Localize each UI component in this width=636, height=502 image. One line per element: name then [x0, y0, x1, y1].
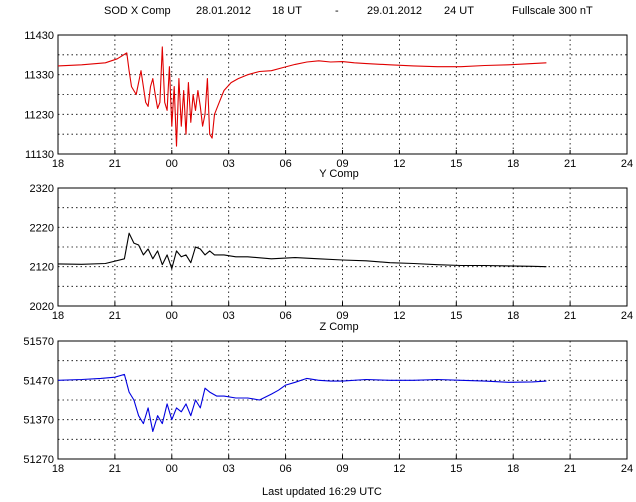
- x-x-tick-label: 03: [223, 158, 235, 170]
- x-component-line: [57, 46, 547, 147]
- y-x-tick-label: 00: [166, 310, 178, 322]
- x-x-tick-label: 06: [279, 158, 291, 170]
- y-y-tick-label: 2120: [30, 262, 54, 274]
- z-x-tick-label: 18: [52, 463, 64, 475]
- z-x-tick-label: 18: [507, 463, 519, 475]
- y-x-tick-label: 24: [621, 310, 633, 322]
- y-component-panel: 18 21 00 03 06 09 12 15 18 21 24 2020 2120 2220 2320 Y …: [30, 168, 634, 322]
- x-y-tick-label: 11230: [24, 109, 54, 121]
- z-x-tick-label: 12: [393, 463, 405, 475]
- x-x-tick-label: 12: [393, 158, 405, 170]
- y-x-tick-label: 03: [223, 310, 235, 322]
- x-x-tick-label: 24: [621, 158, 633, 170]
- z-y-tick-label: 51270: [23, 454, 54, 466]
- x-y-tick-label: 11330: [24, 70, 54, 82]
- z-x-tick-label: 24: [621, 463, 633, 475]
- z-x-tick-label: 09: [336, 463, 348, 475]
- z-component-line: [57, 373, 547, 433]
- z-panel-title: Z Comp: [319, 321, 358, 333]
- header-end-date: 29.01.2012: [367, 5, 422, 17]
- x-x-tick-label: 18: [52, 158, 64, 170]
- y-x-tick-label: 18: [52, 310, 64, 322]
- x-y-tick-label: 11430: [24, 30, 54, 42]
- z-x-tick-label: 03: [223, 463, 235, 475]
- y-x-tick-label: 06: [279, 310, 291, 322]
- x-x-tick-label: 21: [109, 158, 121, 170]
- x-x-tick-label: 09: [336, 158, 348, 170]
- header-start-hour: 18 UT: [272, 5, 302, 17]
- y-x-tick-label: 15: [450, 310, 462, 322]
- y-y-tick-label: 2320: [30, 183, 54, 195]
- y-x-tick-label: 18: [507, 310, 519, 322]
- header-start-date: 28.01.2012: [196, 5, 251, 17]
- y-x-tick-label: 12: [393, 310, 405, 322]
- z-component-panel: 18 21 00 03 06 09 12 15 18 21 24 51270 51370 51470 515…: [23, 321, 633, 475]
- z-x-tick-label: 21: [564, 463, 576, 475]
- header-end-hour: 24 UT: [444, 5, 474, 17]
- header-station: SOD X Comp: [104, 5, 171, 17]
- x-x-tick-label: 00: [166, 158, 178, 170]
- y-x-tick-label: 09: [336, 310, 348, 322]
- x-component-panel: 18 21 00 03 06 09 12 15 18 21 24 11130 11230 11330 114…: [24, 30, 633, 170]
- z-y-tick-label: 51370: [23, 415, 54, 427]
- x-x-tick-label: 18: [507, 158, 519, 170]
- y-x-tick-label: 21: [564, 310, 576, 322]
- y-x-tick-label: 21: [109, 310, 121, 322]
- z-x-tick-label: 06: [279, 463, 291, 475]
- y-panel-title: Y Comp: [319, 168, 359, 180]
- z-x-tick-label: 21: [109, 463, 121, 475]
- z-y-tick-label: 51470: [23, 375, 54, 387]
- y-component-line: [57, 232, 547, 270]
- y-y-tick-label: 2220: [30, 222, 54, 234]
- y-y-tick-label: 2020: [30, 301, 54, 313]
- header-fullscale: Fullscale 300 nT: [512, 5, 593, 17]
- z-y-tick-label: 51570: [23, 336, 54, 348]
- x-y-tick-label: 11130: [25, 149, 54, 161]
- last-updated-label: Last updated 16:29 UTC: [262, 486, 382, 498]
- z-x-tick-label: 00: [166, 463, 178, 475]
- x-x-tick-label: 21: [564, 158, 576, 170]
- z-x-tick-label: 15: [450, 463, 462, 475]
- x-x-tick-label: 15: [450, 158, 462, 170]
- header-separator: -: [335, 5, 339, 17]
